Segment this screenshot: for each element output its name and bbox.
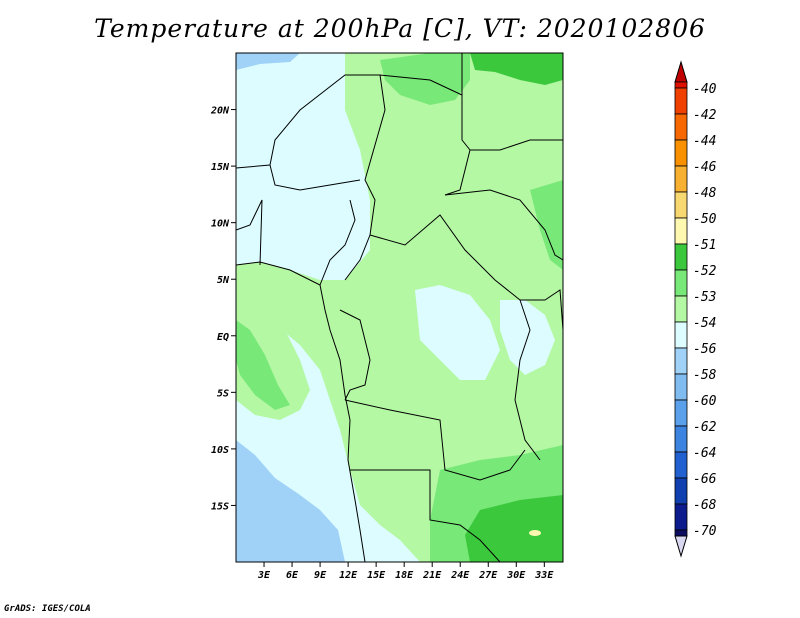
colorbar-label-15: -66 (693, 472, 717, 487)
field-region-west-coast-strip (236, 320, 290, 410)
colorbar-swatch-0 (674, 81, 688, 89)
lon-tick-label-10: 33E (534, 570, 554, 581)
colorbar-swatch-17 (674, 503, 688, 531)
lon-tick-label-1: 6E (286, 570, 299, 581)
colorbar-label-4: -48 (693, 186, 717, 201)
colorbar-swatch-4 (674, 165, 688, 193)
colorbar-swatch-13 (674, 399, 688, 427)
lat-tick-label-3: 5N (217, 275, 230, 286)
colorbar-swatch-2 (674, 113, 688, 141)
colorbar-label-5: -50 (693, 212, 717, 227)
field-region-interior-light (415, 285, 500, 380)
colorbar-swatch-1 (674, 87, 688, 115)
lon-tick-label-3: 12E (339, 570, 358, 581)
field-region-east-m53 (530, 180, 563, 270)
border-sudan-east (444, 189, 563, 261)
lon-tick-label-9: 30E (506, 570, 526, 581)
field-region-se-m51 (529, 530, 541, 536)
map-frame (235, 52, 564, 563)
colorbar-label-0: -40 (693, 82, 717, 97)
lon-tick-label-4: 15E (367, 570, 386, 581)
lon-tick-label-2: 9E (314, 570, 327, 581)
lat-tick-label-1: 15N (211, 162, 230, 173)
colorbar-swatch-10 (674, 321, 688, 349)
colorbar-label-16: -68 (693, 498, 717, 513)
temperature-field (236, 53, 563, 562)
border-nigeria (269, 164, 361, 191)
colorbar-label-6: -51 (693, 238, 716, 253)
colorbar-swatch-12 (674, 373, 688, 401)
colorbar-label-2: -44 (693, 134, 716, 149)
border-westafrica (236, 199, 263, 266)
colorbar-swatch-14 (674, 425, 688, 453)
lat-tick-label-2: 10N (211, 219, 230, 230)
lon-tick-label-5: 18E (395, 570, 414, 581)
country-borders (236, 53, 563, 562)
colorbar-label-1: -42 (693, 108, 717, 123)
colorbar-min-arrow (674, 535, 688, 558)
border-chad (344, 74, 386, 281)
colorbar-label-14: -64 (693, 446, 716, 461)
colorbar-label-7: -52 (693, 264, 717, 279)
colorbar-max-arrow (674, 60, 688, 83)
lon-tick-label-0: 3E (257, 570, 271, 581)
colorbar-label-11: -58 (693, 368, 717, 383)
grads-credit: GrADS: IGES/COLA (4, 604, 91, 614)
colorbar-label-9: -54 (693, 316, 716, 331)
colorbar: -40 -42 -44 -46 -48 -50 -51 -52 -53 -54 -56 -58 -60 -… (674, 60, 717, 558)
border-east-lakes (514, 299, 541, 461)
colorbar-label-12: -60 (693, 394, 717, 409)
colorbar-swatch-16 (674, 477, 688, 505)
chart-title: Temperature at 200hPa [C], VT: 202010280… (94, 14, 706, 43)
longitude-axis: 3E 6E 9E 12E 15E 18E 21E 24E 27E 30E 33E (257, 562, 554, 581)
field-region-north-m52 (470, 53, 563, 85)
field-region-cold-sw (236, 440, 345, 562)
colorbar-swatch-3 (674, 139, 688, 167)
lon-tick-label-8: 27E (478, 570, 498, 581)
lat-tick-label-4: EQ (217, 332, 229, 343)
colorbar-label-17: -70 (693, 524, 717, 539)
border-congo-drc (339, 309, 371, 401)
border-sahel (236, 74, 463, 169)
colorbar-swatch-5 (674, 191, 688, 219)
colorbar-swatch-18 (674, 529, 688, 537)
lon-tick-label-7: 24E (450, 570, 470, 581)
colorbar-label-3: -46 (693, 160, 717, 175)
border-cameroon (319, 199, 356, 286)
colorbar-label-13: -62 (693, 420, 717, 435)
lon-tick-label-6: 21E (422, 570, 442, 581)
lat-tick-label-6: 10S (211, 445, 229, 456)
colorbar-swatch-11 (674, 347, 688, 375)
colorbar-swatch-6 (674, 217, 688, 245)
colorbar-label-8: -53 (693, 290, 716, 305)
colorbar-swatch-8 (674, 269, 688, 297)
latitude-axis: 20N 15N 10N 5N EQ 5S 10S 15S (210, 106, 236, 512)
lat-tick-label-5: 5S (217, 388, 229, 399)
colorbar-swatch-15 (674, 451, 688, 479)
lat-tick-label-0: 20N (210, 106, 230, 117)
border-east-africa (520, 289, 563, 331)
border-angola-zambia (350, 469, 501, 562)
field-region-cold-nw (236, 53, 300, 70)
field-region-se-m52 (465, 495, 563, 562)
colorbar-swatch-9 (674, 295, 688, 323)
lat-tick-label-7: 15S (211, 501, 229, 512)
colorbar-swatch-7 (674, 243, 688, 271)
colorbar-label-10: -56 (693, 342, 717, 357)
field-region-m54-m53 (236, 53, 563, 562)
border-mideast (470, 139, 563, 151)
border-drc-south (344, 399, 526, 481)
coastline-west (236, 261, 366, 562)
border-car (369, 214, 521, 301)
